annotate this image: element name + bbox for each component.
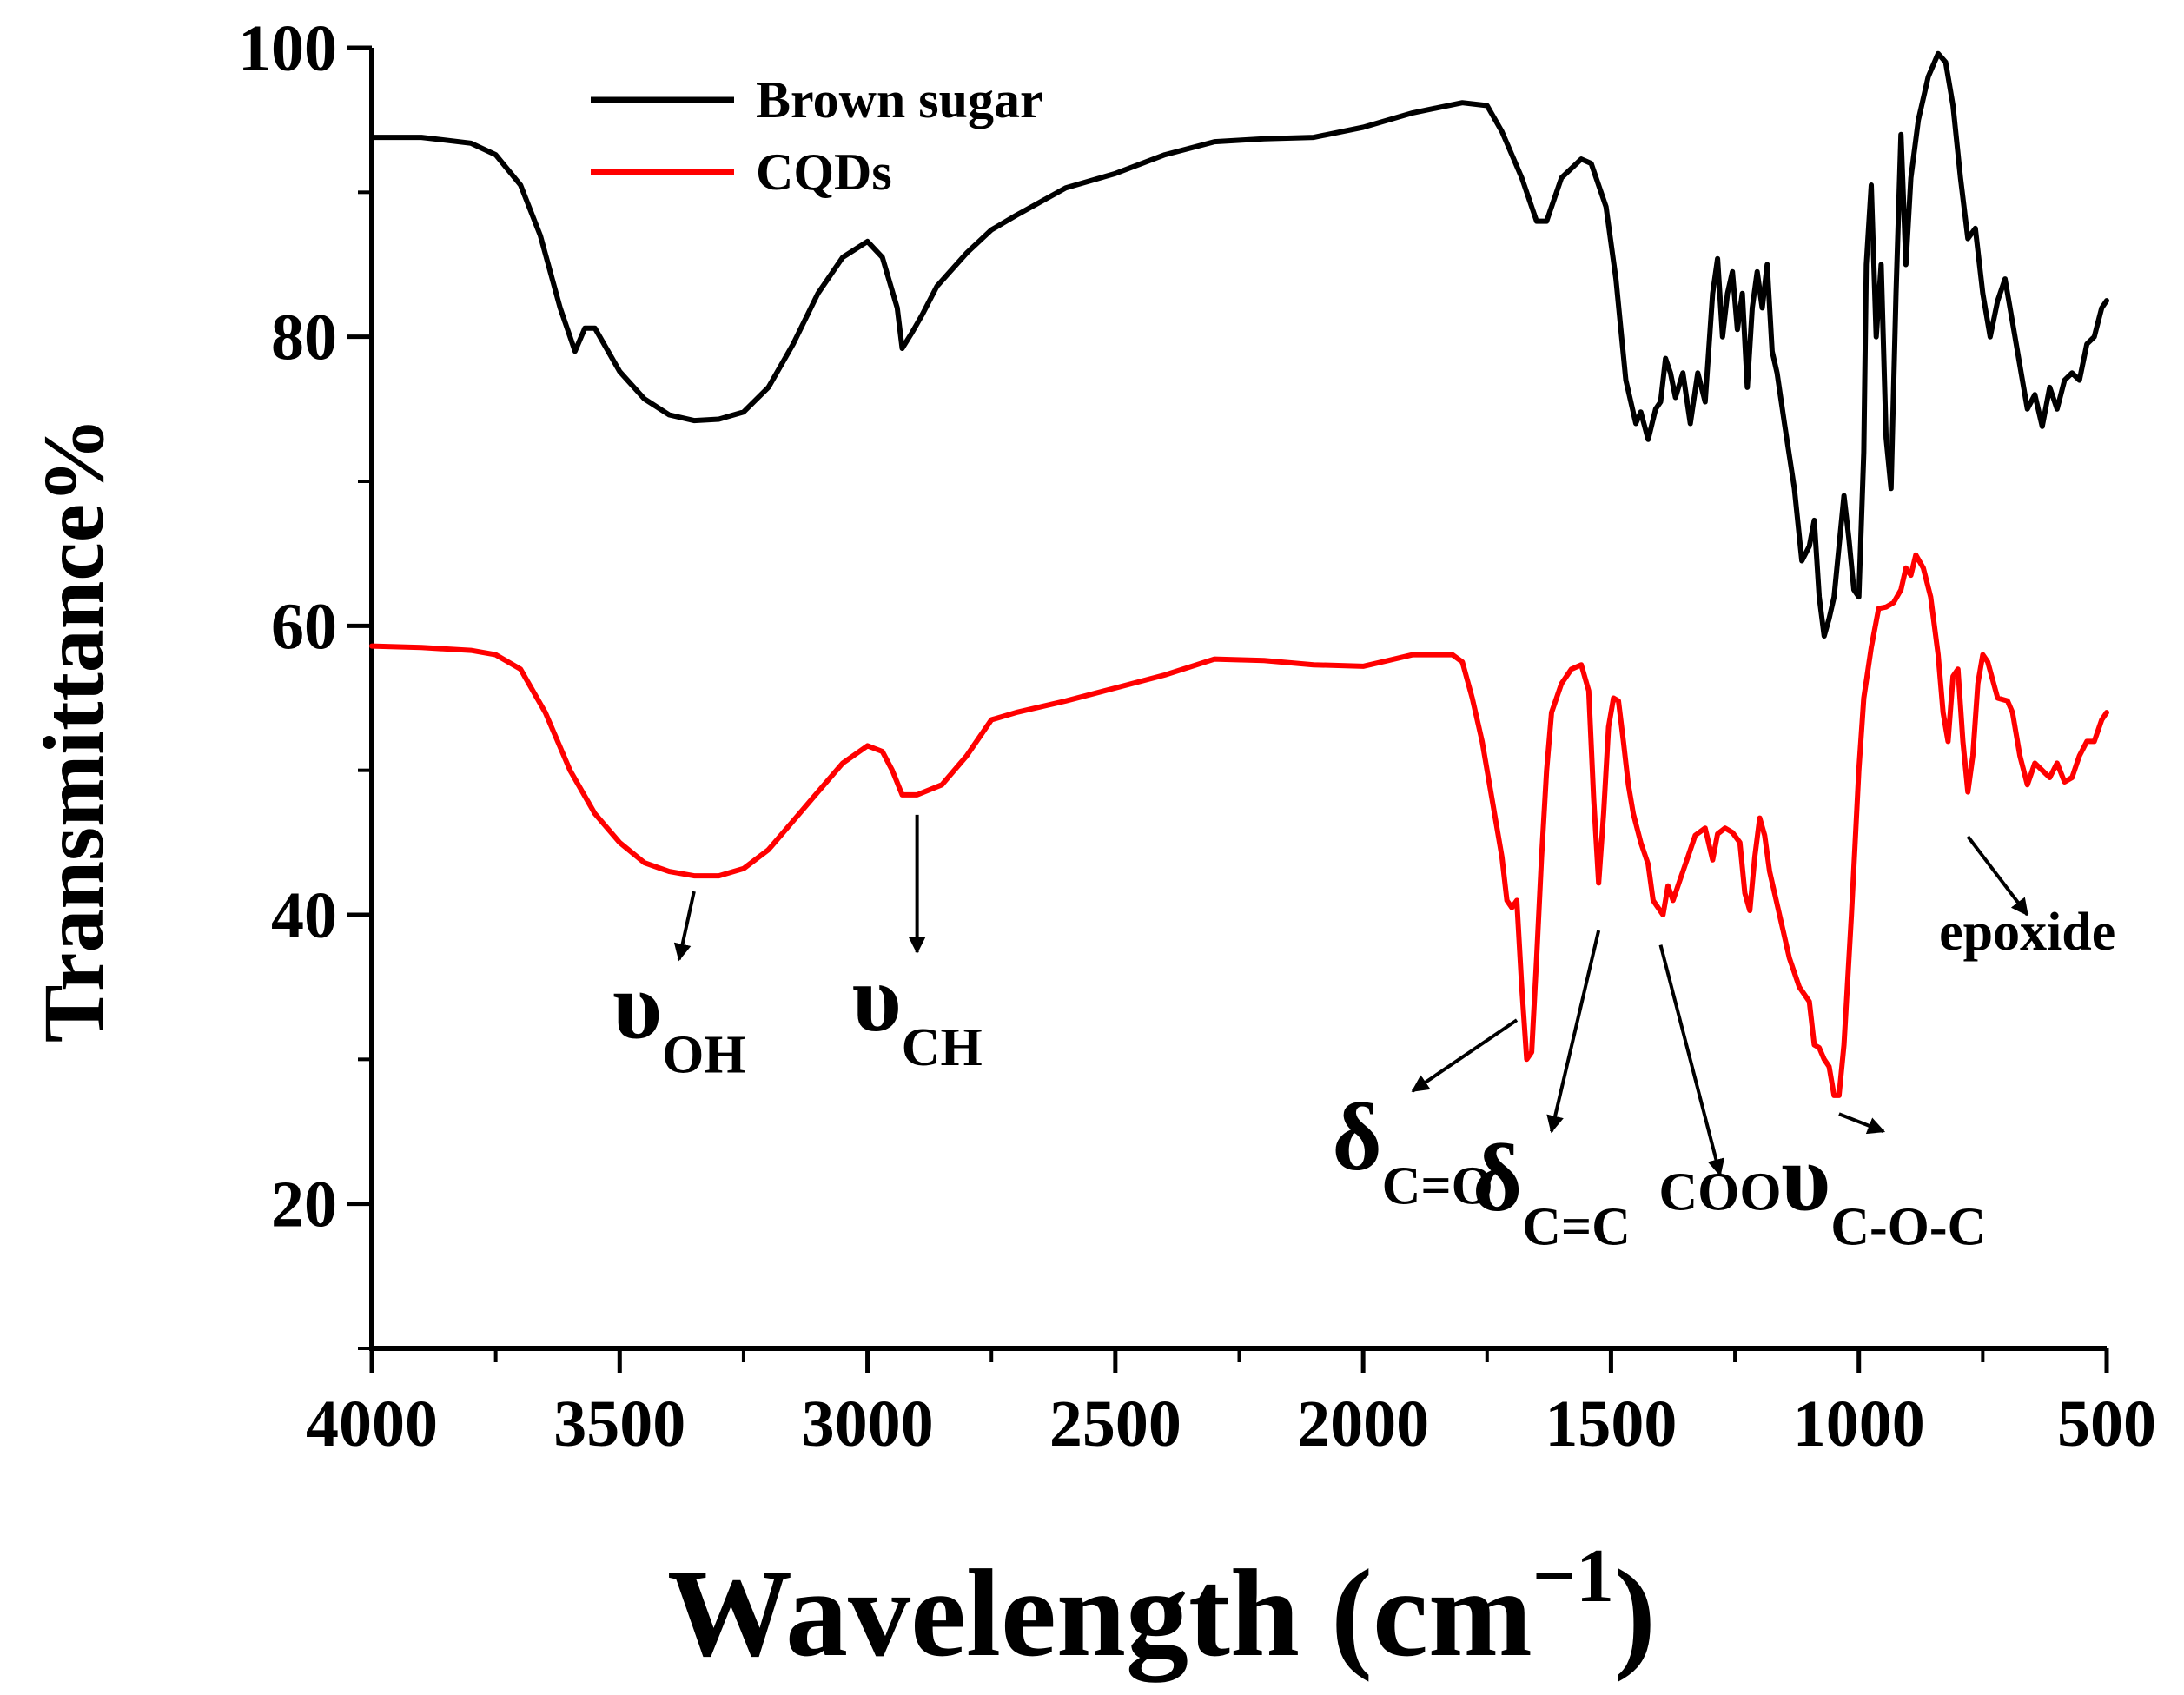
annotation-label: δC=O	[1332, 1084, 1492, 1216]
x-tick-label: 4000	[306, 1387, 438, 1460]
annotation-label: COO	[1658, 1162, 1781, 1222]
x-tick-label: 3500	[553, 1387, 685, 1460]
annotation-label: δC=C	[1473, 1124, 1631, 1256]
legend-label: CQDs	[756, 143, 892, 201]
x-axis-title-close: )	[1614, 1545, 1656, 1683]
legend-label: Brown sugar	[756, 71, 1043, 129]
x-tick-label: 500	[2057, 1387, 2156, 1460]
y-axis-title: Transmittance%	[25, 417, 122, 1043]
y-tick-label: 60	[271, 590, 337, 663]
x-axis-title-superscript: −1	[1532, 1534, 1614, 1619]
annotation-label: υCH	[852, 945, 983, 1077]
x-axis-title: Wavelength (cm−1)	[667, 1534, 1656, 1683]
x-tick-label: 1000	[1793, 1387, 1925, 1460]
y-tick-label: 100	[238, 12, 337, 85]
y-tick-label: 20	[271, 1169, 337, 1241]
annotation-arrow	[1966, 835, 2029, 917]
annotation-arrow	[1546, 930, 1601, 1134]
annotation-arrow	[1411, 1018, 1519, 1093]
annotation-label: υOH	[612, 952, 746, 1084]
annotations: υOH υCH δC=OδC=C COO υC-O-C epoxide	[612, 814, 2115, 1256]
series-line-cqds	[369, 552, 2109, 1098]
axes: 4000 3500 3000 2500 2000 1500 1000 500 20 40 60 80 1…	[238, 12, 2156, 1460]
series-layer	[369, 50, 2109, 1098]
y-tick-label: 80	[271, 301, 337, 374]
x-tick-label: 3000	[802, 1387, 934, 1460]
legend: Brown sugar CQDs	[591, 71, 1043, 201]
x-axis-title-main: Wavelength (cm	[667, 1545, 1532, 1683]
annotation-label: epoxide	[1939, 903, 2115, 962]
x-tick-label: 2500	[1049, 1387, 1181, 1460]
x-tick-label: 1500	[1545, 1387, 1677, 1460]
y-tick-label: 40	[271, 879, 337, 952]
annotation-arrow	[1838, 1112, 1886, 1135]
annotation-label: υC-O-C	[1781, 1124, 1986, 1256]
x-tick-label: 2000	[1297, 1387, 1429, 1460]
series-line-brown-sugar	[369, 50, 2109, 639]
annotation-arrow	[1658, 944, 1725, 1177]
annotation-arrow	[673, 891, 696, 962]
